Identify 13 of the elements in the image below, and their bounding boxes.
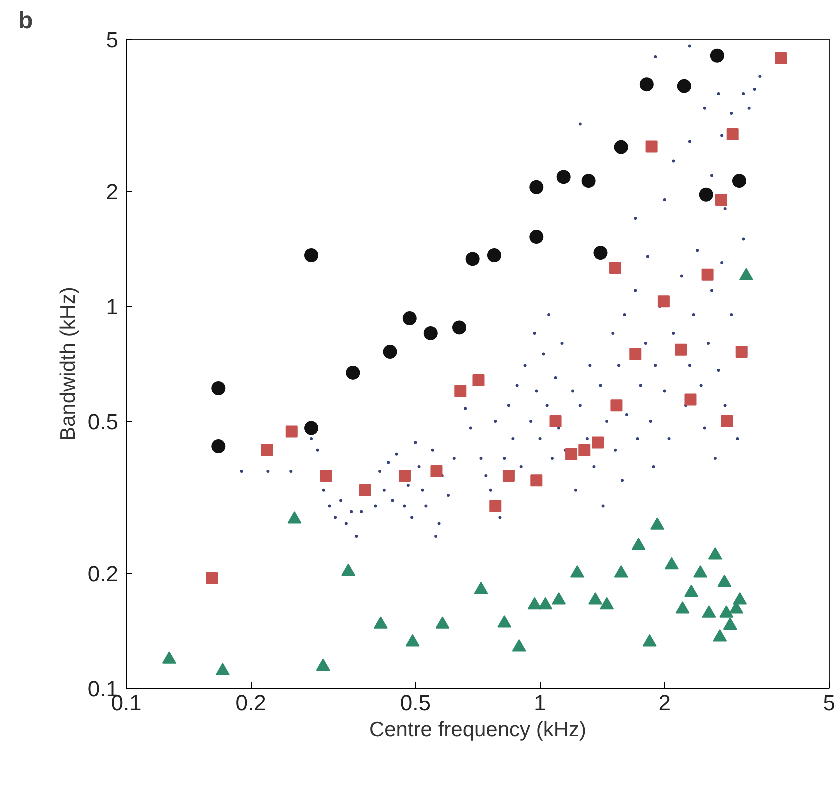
y-tick-label: 5 (106, 28, 119, 52)
y-axis-title: Bandwidth (kHz) (56, 286, 80, 442)
x-tick-label: 2 (658, 690, 671, 716)
x-tick-label: 5 (823, 690, 835, 716)
x-tick-label: 1 (534, 690, 546, 716)
chart-title: b (18, 8, 34, 34)
y-tick-label: 1 (106, 294, 119, 320)
y-tick-label: 0.5 (88, 409, 119, 434)
x-axis-title: Centre frequency (kHz) (369, 718, 587, 742)
x-tick-label: 0.2 (236, 690, 266, 716)
y-tick-label: 0.2 (88, 562, 119, 587)
y-tick-label: 2 (106, 180, 119, 205)
x-tick-label: 0.5 (400, 690, 432, 716)
